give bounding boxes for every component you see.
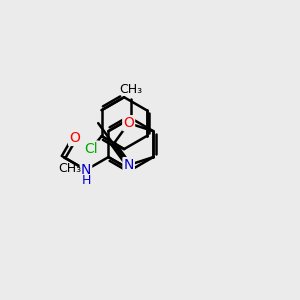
Text: N: N [81,163,91,177]
Text: CH₃: CH₃ [119,83,142,96]
Text: Cl: Cl [84,142,98,155]
Text: O: O [123,116,134,130]
Text: N: N [124,158,134,172]
Text: H: H [81,174,91,187]
Text: O: O [69,131,80,145]
Text: CH₃: CH₃ [58,162,81,175]
